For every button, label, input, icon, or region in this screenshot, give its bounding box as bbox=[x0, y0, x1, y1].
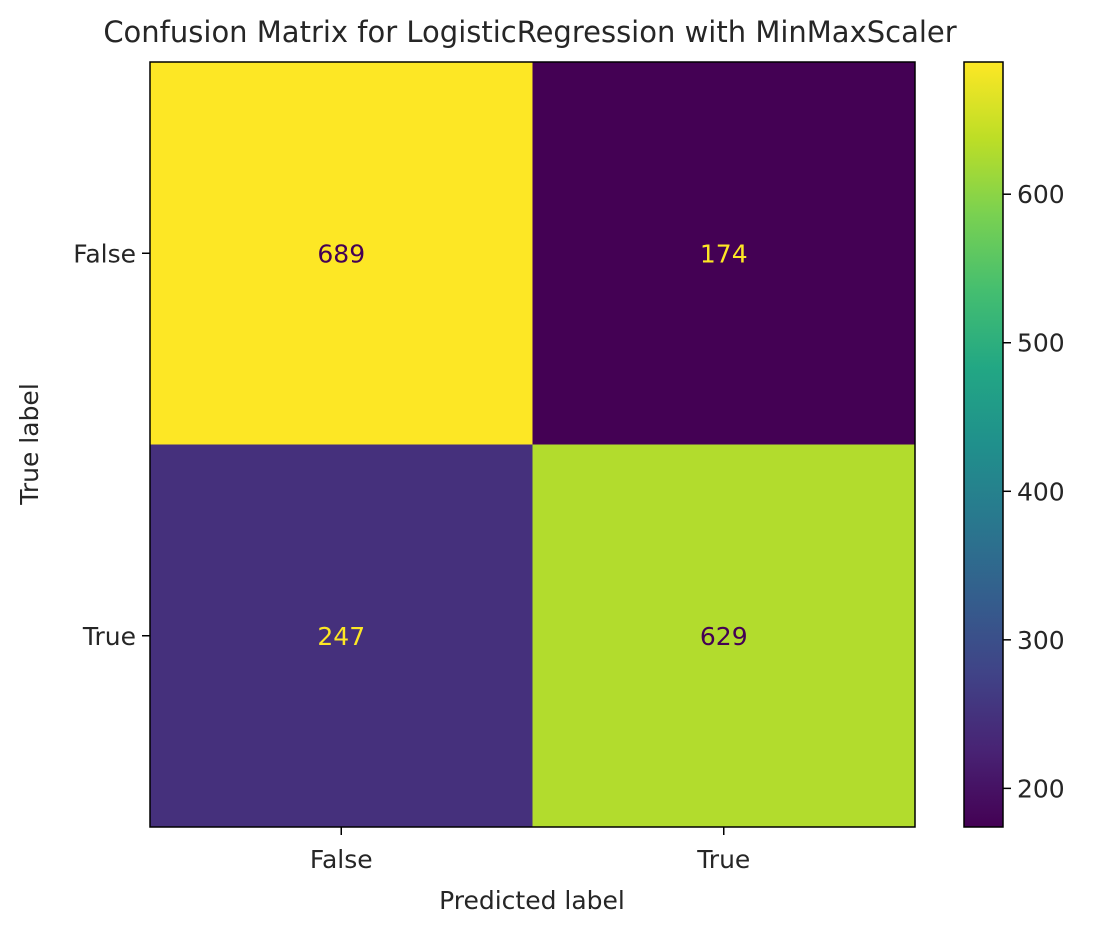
heatmap-cell bbox=[150, 62, 533, 445]
colorbar: 200 300 400 500 600 bbox=[963, 61, 1065, 828]
heatmap-cell bbox=[532, 62, 916, 445]
cell-value-label: 689 bbox=[317, 239, 365, 268]
heatmap-cell bbox=[150, 444, 533, 828]
cell-value-label: 629 bbox=[700, 622, 748, 651]
heatmap-cell bbox=[532, 444, 916, 828]
plot-frame bbox=[149, 61, 916, 828]
colorbar-tick-label: 300 bbox=[1017, 626, 1065, 655]
cell-value-label: 247 bbox=[317, 622, 365, 651]
colorbar-tick-label: 200 bbox=[1017, 774, 1065, 803]
heatmap-cells bbox=[150, 62, 916, 828]
colorbar-tick-label: 500 bbox=[1017, 329, 1065, 358]
x-tick-label: True bbox=[696, 845, 750, 874]
x-axis-label: Predicted label bbox=[439, 886, 625, 915]
y-tick-label: True bbox=[82, 622, 136, 651]
chart-title: Confusion Matrix for LogisticRegression … bbox=[103, 15, 956, 49]
cell-value-labels: 689 174 247 629 bbox=[317, 239, 747, 651]
x-tick-label: False bbox=[310, 845, 373, 874]
colorbar-gradient bbox=[964, 62, 1003, 827]
y-tick-label: False bbox=[73, 239, 136, 268]
y-axis-label: True label bbox=[15, 383, 44, 506]
x-axis: False True Predicted label bbox=[310, 827, 750, 915]
cell-value-label: 174 bbox=[700, 239, 748, 268]
y-axis: False True True label bbox=[15, 239, 150, 651]
colorbar-frame bbox=[963, 61, 1004, 828]
colorbar-tick-label: 400 bbox=[1017, 477, 1065, 506]
colorbar-tick-label: 600 bbox=[1017, 180, 1065, 209]
